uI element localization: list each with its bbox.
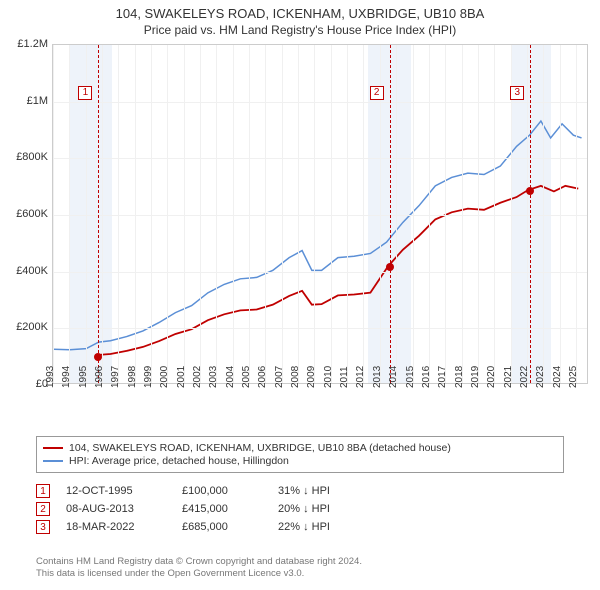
chart: £0£200K£400K£600K£800K£1M£1.2M 123 19931… (8, 44, 592, 424)
x-tick-label: 1994 (61, 366, 72, 388)
legend-row: 104, SWAKELEYS ROAD, ICKENHAM, UXBRIDGE,… (43, 442, 557, 454)
sale-row-date: 12-OCT-1995 (66, 485, 166, 497)
x-tick-label: 2025 (568, 366, 579, 388)
y-tick-label: £600K (16, 208, 48, 220)
x-tick-label: 2020 (486, 366, 497, 388)
x-tick-label: 2002 (192, 366, 203, 388)
x-tick-label: 2005 (241, 366, 252, 388)
sale-marker-box: 1 (78, 86, 92, 100)
footer-line1: Contains HM Land Registry data © Crown c… (36, 556, 564, 568)
title-main: 104, SWAKELEYS ROAD, ICKENHAM, UXBRIDGE,… (8, 6, 592, 21)
legend-row: HPI: Average price, detached house, Hill… (43, 455, 557, 467)
y-axis: £0£200K£400K£600K£800K£1M£1.2M (8, 44, 52, 384)
sale-point (94, 353, 102, 361)
x-tick-label: 2016 (421, 366, 432, 388)
sale-point (386, 263, 394, 271)
x-tick-label: 2004 (225, 366, 236, 388)
plot-area: 1 2 3 (52, 44, 588, 384)
x-tick-label: 2015 (404, 366, 415, 388)
sale-row-delta: 31% ↓ HPI (278, 485, 398, 497)
x-tick-label: 2009 (306, 366, 317, 388)
y-tick-label: £1.2M (17, 38, 48, 50)
sale-row-date: 18-MAR-2022 (66, 521, 166, 533)
sale-row-index: 2 (36, 502, 50, 516)
x-tick-label: 2001 (176, 366, 187, 388)
x-tick-label: 1998 (127, 366, 138, 388)
legend-swatch (43, 447, 63, 449)
x-tick-label: 2022 (519, 366, 530, 388)
sale-row-index: 1 (36, 484, 50, 498)
y-tick-label: £800K (16, 151, 48, 163)
sale-row-price: £100,000 (182, 485, 262, 497)
sale-marker-line (530, 45, 531, 383)
sale-row-price: £685,000 (182, 521, 262, 533)
x-tick-label: 1997 (110, 366, 121, 388)
x-tick-label: 2010 (323, 366, 334, 388)
sale-row: 3 18-MAR-2022 £685,000 22% ↓ HPI (36, 520, 564, 534)
x-tick-label: 1995 (78, 366, 89, 388)
series-paid (99, 186, 579, 355)
footer: Contains HM Land Registry data © Crown c… (36, 556, 564, 580)
y-tick-label: £400K (16, 265, 48, 277)
x-tick-label: 2021 (502, 366, 513, 388)
title-sub: Price paid vs. HM Land Registry's House … (8, 23, 592, 37)
legend-label: HPI: Average price, detached house, Hill… (69, 455, 289, 467)
x-tick-label: 1993 (45, 366, 56, 388)
y-tick-label: £200K (16, 321, 48, 333)
legend-label: 104, SWAKELEYS ROAD, ICKENHAM, UXBRIDGE,… (69, 442, 451, 454)
series-hpi (54, 121, 582, 350)
sale-row: 1 12-OCT-1995 £100,000 31% ↓ HPI (36, 484, 564, 498)
x-tick-label: 2017 (437, 366, 448, 388)
series-svg (53, 45, 587, 383)
x-tick-label: 2019 (470, 366, 481, 388)
x-tick-label: 1996 (94, 366, 105, 388)
x-tick-label: 2014 (388, 366, 399, 388)
sale-row-delta: 20% ↓ HPI (278, 503, 398, 515)
legend-swatch (43, 460, 63, 462)
sale-marker-box: 3 (510, 86, 524, 100)
x-tick-label: 2000 (159, 366, 170, 388)
footer-line2: This data is licensed under the Open Gov… (36, 568, 564, 580)
x-axis: 1993199419951996199719981999200020012002… (52, 384, 588, 424)
sale-row-index: 3 (36, 520, 50, 534)
x-tick-label: 2012 (355, 366, 366, 388)
x-tick-label: 2006 (257, 366, 268, 388)
sale-row-delta: 22% ↓ HPI (278, 521, 398, 533)
x-tick-label: 2008 (290, 366, 301, 388)
y-tick-label: £1M (27, 95, 48, 107)
x-tick-label: 2007 (274, 366, 285, 388)
x-tick-label: 2011 (339, 366, 350, 388)
x-tick-label: 1999 (143, 366, 154, 388)
x-tick-label: 2023 (535, 366, 546, 388)
sale-row-price: £415,000 (182, 503, 262, 515)
sale-row: 2 08-AUG-2013 £415,000 20% ↓ HPI (36, 502, 564, 516)
x-tick-label: 2018 (453, 366, 464, 388)
sale-marker-line (390, 45, 391, 383)
sales-table: 1 12-OCT-1995 £100,000 31% ↓ HPI 2 08-AUG-201… (36, 480, 564, 538)
x-tick-label: 2003 (208, 366, 219, 388)
sale-point (526, 187, 534, 195)
x-tick-label: 2013 (372, 366, 383, 388)
legend: 104, SWAKELEYS ROAD, ICKENHAM, UXBRIDGE,… (36, 436, 564, 473)
sale-marker-box: 2 (370, 86, 384, 100)
sale-row-date: 08-AUG-2013 (66, 503, 166, 515)
x-tick-label: 2024 (551, 366, 562, 388)
sale-marker-line (98, 45, 99, 383)
